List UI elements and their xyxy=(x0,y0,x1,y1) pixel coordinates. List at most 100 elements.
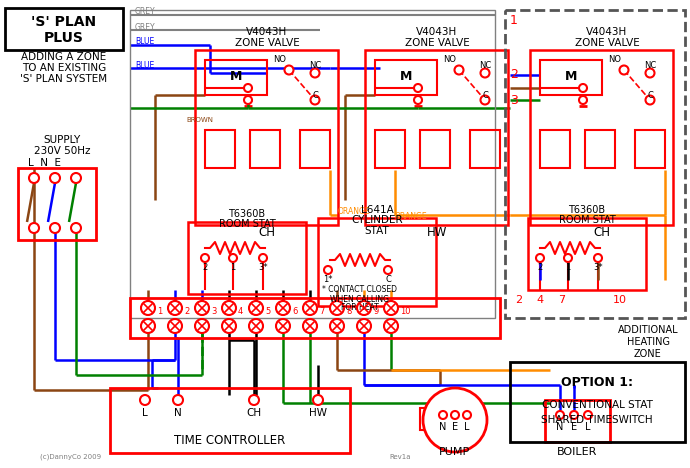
Text: V4043H: V4043H xyxy=(246,27,288,37)
Text: E: E xyxy=(571,422,577,432)
Text: BROWN: BROWN xyxy=(186,117,213,123)
Bar xyxy=(585,130,615,168)
Circle shape xyxy=(384,301,398,315)
Circle shape xyxy=(29,173,39,183)
Text: PUMP: PUMP xyxy=(440,447,471,457)
Circle shape xyxy=(141,301,155,315)
Text: V4043H: V4043H xyxy=(416,27,457,37)
Bar xyxy=(420,130,450,168)
Text: ZONE VALVE: ZONE VALVE xyxy=(404,38,469,48)
Circle shape xyxy=(249,301,263,315)
Text: ADDITIONAL: ADDITIONAL xyxy=(618,325,678,335)
Circle shape xyxy=(564,254,572,262)
Circle shape xyxy=(620,66,629,74)
Circle shape xyxy=(244,84,252,92)
Text: 3*: 3* xyxy=(593,263,603,272)
Text: ROOM STAT: ROOM STAT xyxy=(219,219,275,229)
Text: ZONE VALVE: ZONE VALVE xyxy=(575,38,640,48)
Text: N: N xyxy=(440,422,446,432)
Circle shape xyxy=(303,319,317,333)
Text: 2: 2 xyxy=(510,68,518,81)
Text: ZONE: ZONE xyxy=(634,349,662,359)
Text: V4043H: V4043H xyxy=(586,27,628,37)
Circle shape xyxy=(303,301,317,315)
Text: 230V 50Hz: 230V 50Hz xyxy=(34,146,90,156)
Bar xyxy=(300,130,330,168)
Text: 1: 1 xyxy=(230,263,235,272)
Text: 3*: 3* xyxy=(258,263,268,272)
Text: SUPPLY: SUPPLY xyxy=(43,135,81,145)
Circle shape xyxy=(29,223,39,233)
Circle shape xyxy=(259,254,267,262)
Circle shape xyxy=(536,254,544,262)
Bar xyxy=(205,60,267,95)
Text: PLUS: PLUS xyxy=(44,31,84,45)
Circle shape xyxy=(141,319,155,333)
Circle shape xyxy=(646,68,655,78)
Text: T6360B: T6360B xyxy=(569,205,606,215)
Circle shape xyxy=(249,395,259,405)
Text: M: M xyxy=(230,71,242,83)
Circle shape xyxy=(584,411,592,419)
Text: 1: 1 xyxy=(510,14,518,27)
Text: TIME CONTROLLER: TIME CONTROLLER xyxy=(175,433,286,446)
Text: C: C xyxy=(312,90,318,100)
Text: 10: 10 xyxy=(400,307,411,315)
Text: C: C xyxy=(385,276,391,285)
Circle shape xyxy=(249,319,263,333)
Text: BLUE: BLUE xyxy=(135,37,155,46)
Text: E: E xyxy=(452,422,458,432)
Circle shape xyxy=(222,319,236,333)
Circle shape xyxy=(439,411,447,419)
Text: 5: 5 xyxy=(265,307,270,315)
Circle shape xyxy=(384,319,398,333)
Circle shape xyxy=(140,395,150,405)
Text: 1: 1 xyxy=(157,307,162,315)
Text: CH: CH xyxy=(259,227,275,240)
Circle shape xyxy=(414,84,422,92)
Bar xyxy=(18,168,96,240)
Circle shape xyxy=(276,301,290,315)
Text: 1*: 1* xyxy=(323,276,333,285)
Circle shape xyxy=(168,301,182,315)
Text: 3: 3 xyxy=(510,94,518,107)
Text: GREY: GREY xyxy=(135,22,156,31)
Text: 2: 2 xyxy=(515,295,522,305)
Text: NC: NC xyxy=(309,60,321,70)
Circle shape xyxy=(330,301,344,315)
Text: CH: CH xyxy=(246,408,262,418)
Text: NO: NO xyxy=(444,56,457,65)
Bar xyxy=(375,130,405,168)
Text: SHARED TIMESWITCH: SHARED TIMESWITCH xyxy=(541,415,653,425)
Text: 4: 4 xyxy=(238,307,244,315)
Text: CH: CH xyxy=(593,227,611,240)
Text: OPTION 1:: OPTION 1: xyxy=(561,375,633,388)
Text: 3: 3 xyxy=(211,307,217,315)
Text: 'S' PLAN: 'S' PLAN xyxy=(32,15,97,29)
Bar xyxy=(318,218,436,306)
Bar xyxy=(540,130,570,168)
Circle shape xyxy=(284,66,293,74)
Circle shape xyxy=(463,411,471,419)
Bar xyxy=(195,50,338,225)
Text: WHEN CALLING: WHEN CALLING xyxy=(331,294,389,304)
Text: (c)DannyCo 2009: (c)DannyCo 2009 xyxy=(40,454,101,460)
Circle shape xyxy=(229,254,237,262)
Text: HEATING: HEATING xyxy=(627,337,669,347)
Text: ROOM STAT: ROOM STAT xyxy=(559,215,615,225)
Text: C: C xyxy=(647,90,653,100)
Text: NC: NC xyxy=(479,60,491,70)
Text: TO AN EXISTING: TO AN EXISTING xyxy=(22,63,106,73)
Circle shape xyxy=(570,411,578,419)
Text: 10: 10 xyxy=(613,295,627,305)
Circle shape xyxy=(480,68,489,78)
Text: 4: 4 xyxy=(536,295,544,305)
Text: NO: NO xyxy=(273,56,286,65)
Text: 2: 2 xyxy=(538,263,542,272)
Text: CONVENTIONAL STAT: CONVENTIONAL STAT xyxy=(542,400,653,410)
Bar xyxy=(205,130,235,168)
Text: 2: 2 xyxy=(202,263,208,272)
Bar xyxy=(545,400,610,442)
Circle shape xyxy=(310,68,319,78)
Circle shape xyxy=(173,395,183,405)
